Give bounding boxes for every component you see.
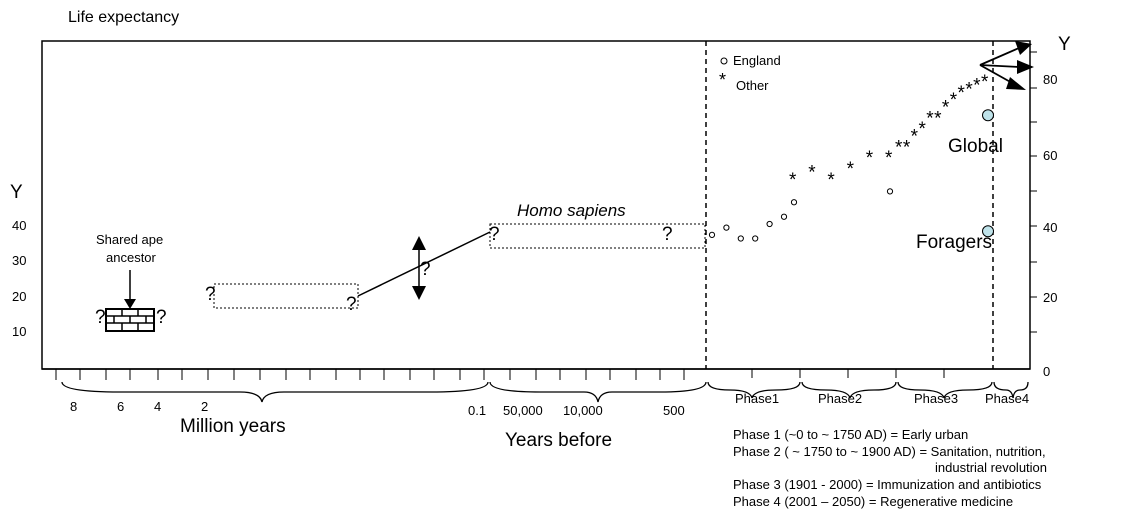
england-point [723,224,730,231]
other-point: * [926,108,934,129]
question-mark: ? [662,224,673,245]
other-point: * [918,119,926,140]
right-tick-80: 80 [1043,72,1057,87]
x-tick-label: 8 [70,399,77,414]
foragers-label: Foragers [916,232,992,253]
trend-line [357,231,491,297]
question-mark: ? [156,307,167,328]
ape-label-2: ancestor [106,250,157,265]
early-hominin-range-box [213,283,359,309]
question-mark: ? [420,259,431,280]
legend-other-label: Other [736,78,769,93]
phase-label: Phase1 [735,391,779,406]
chart-title: Life expectancy [68,9,179,26]
phase-note: Phase 4 (2001 – 2050) = Regenerative med… [733,494,1013,509]
phase-note: Phase 3 (1901 - 2000) = Immunization and… [733,477,1042,492]
england-point [766,220,773,228]
x-tick-labels: 8 6 4 2 0.1 50,000 10,000 500 [70,399,685,418]
x-tick-label: 50,000 [503,403,543,418]
other-point: * [965,79,973,100]
phase-note: industrial revolution [935,460,1047,475]
left-y-ticks: 40 30 20 10 [12,218,26,339]
foragers-point [982,225,994,238]
phase-label: Phase2 [818,391,862,406]
phase-note: Phase 2 ( ~ 1750 to ~ 1900 AD) = Sanitat… [733,444,1046,459]
legend-england-marker [720,57,728,65]
x-axis-ticks [55,369,945,380]
right-tick-0: 0 [1043,364,1050,379]
ape-arrow-head [124,299,136,309]
ape-label: Shared ape [96,232,163,247]
other-point: * [958,83,966,104]
other-point: * [895,137,903,158]
question-mark: ? [95,307,106,328]
projection-arrows [979,41,1034,90]
other-point: * [981,72,989,93]
england-point [886,188,894,195]
homo-sapiens-range-box [489,223,706,249]
left-tick-20: 20 [12,289,26,304]
right-tick-20: 20 [1043,290,1057,305]
ape-range-box [105,308,155,332]
segment-label-million-years: Million years [180,416,286,437]
england-point [737,235,744,242]
other-point: * [934,108,942,129]
x-tick-label: 500 [663,403,685,418]
other-point: * [866,148,874,169]
x-tick-label: 2 [201,399,208,414]
phase-labels: Phase1 Phase2 Phase3 Phase4 [735,391,1029,406]
segment-label-years-before: Years before [505,430,612,451]
left-tick-10: 10 [12,324,26,339]
other-point: * [847,159,855,180]
phase-label: Phase3 [914,391,958,406]
right-tick-60: 60 [1043,148,1057,163]
phase-label: Phase4 [985,391,1029,406]
homo-sapiens-label: Homo sapiens [517,201,626,220]
x-tick-label: 6 [117,399,124,414]
other-point: * [942,97,950,118]
other-point: * [808,163,816,184]
phase-notes: Phase 1 (~0 to ~ 1750 AD) = Early urban … [733,427,1047,509]
right-y-ticks: 80 60 40 20 0 [1030,51,1057,379]
x-axis-braces [61,381,1029,403]
phase-note: Phase 1 (~0 to ~ 1750 AD) = Early urban [733,427,968,442]
england-point [752,235,759,242]
question-mark: ? [489,224,500,245]
england-point [708,231,716,238]
other-point: * [911,126,919,147]
legend-england-label: England [733,53,781,68]
left-y-label: Y [10,182,23,203]
other-point: * [827,170,835,191]
left-tick-30: 30 [12,253,26,268]
other-point: * [789,170,797,191]
legend-other-marker: * [719,70,726,90]
other-point: * [950,90,958,111]
x-tick-label: 10,000 [563,403,603,418]
other-point: * [973,76,981,97]
right-y-label: Y [1058,34,1071,55]
other-point: * [885,148,893,169]
x-tick-label: 0.1 [468,403,486,418]
other-point: * [903,137,911,158]
england-point [780,213,788,220]
question-mark: ? [346,294,357,315]
legend: England * Other [719,53,781,93]
right-tick-40: 40 [1043,220,1057,235]
question-mark: ? [205,284,216,305]
global-label: Global [948,136,1003,157]
data-points: * * *** ** ** ** ** * * * * * [708,72,994,242]
global-point [982,109,994,122]
uncertainty-double-arrow [412,236,426,300]
x-tick-label: 4 [154,399,161,414]
left-tick-40: 40 [12,218,26,233]
england-point [790,199,798,206]
